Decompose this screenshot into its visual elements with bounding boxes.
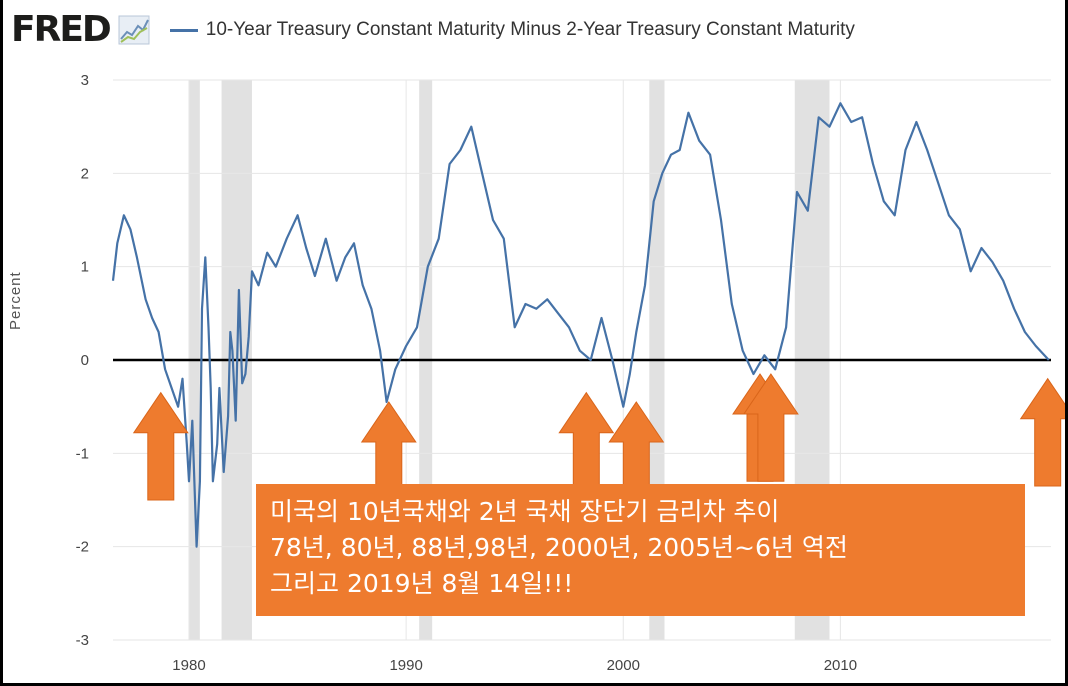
caption-line-3: 그리고 2019년 8월 14일!!! [270, 569, 574, 598]
legend-swatch [169, 28, 198, 32]
y-tick-label: 1 [81, 259, 89, 276]
y-tick-label: 2 [81, 165, 89, 182]
legend-label: 10-Year Treasury Constant Maturity Minus… [205, 19, 855, 40]
series-line [111, 102, 1050, 548]
y-tick-label: -2 [76, 539, 89, 556]
y-tick-label: 3 [81, 72, 89, 89]
y-tick-label: 0 [81, 352, 89, 369]
up-arrow-icon [132, 391, 189, 501]
annotation-caption: 미국의 10년국채와 2년 국채 장단기 금리차 추이 78년, 80년, 88… [256, 484, 1025, 616]
graph-header: FRED 10-Year Treasury Constant Maturity … [11, 8, 855, 52]
y-tick-labels-group: 3 2 1 0 -1 -2 -3 [76, 72, 89, 649]
fred-graph-icon [118, 15, 150, 45]
caption-line-2: 78년, 80년, 88년,98년, 2000년, 2005년~6년 역전 [270, 533, 848, 562]
y-tick-label: -3 [76, 632, 89, 649]
up-arrow-icon [742, 373, 799, 482]
x-tick-label: 1990 [389, 657, 422, 674]
x-tick-labels-group: 1980 1990 2000 2010 [172, 657, 857, 674]
up-arrow-icon [1019, 377, 1065, 487]
x-tick-label: 2000 [607, 657, 640, 674]
fred-graph-frame: FRED 10-Year Treasury Constant Maturity … [3, 0, 1065, 683]
caption-line-1: 미국의 10년국채와 2년 국채 장단기 금리차 추이 [270, 497, 780, 526]
x-tick-label: 1980 [172, 657, 205, 674]
chart-legend: 10-Year Treasury Constant Maturity Minus… [169, 19, 855, 41]
x-tick-label: 2010 [824, 657, 857, 674]
inversion-arrows-group [132, 373, 1065, 506]
y-tick-label: -1 [76, 445, 89, 462]
fred-logo[interactable]: FRED [11, 9, 112, 50]
